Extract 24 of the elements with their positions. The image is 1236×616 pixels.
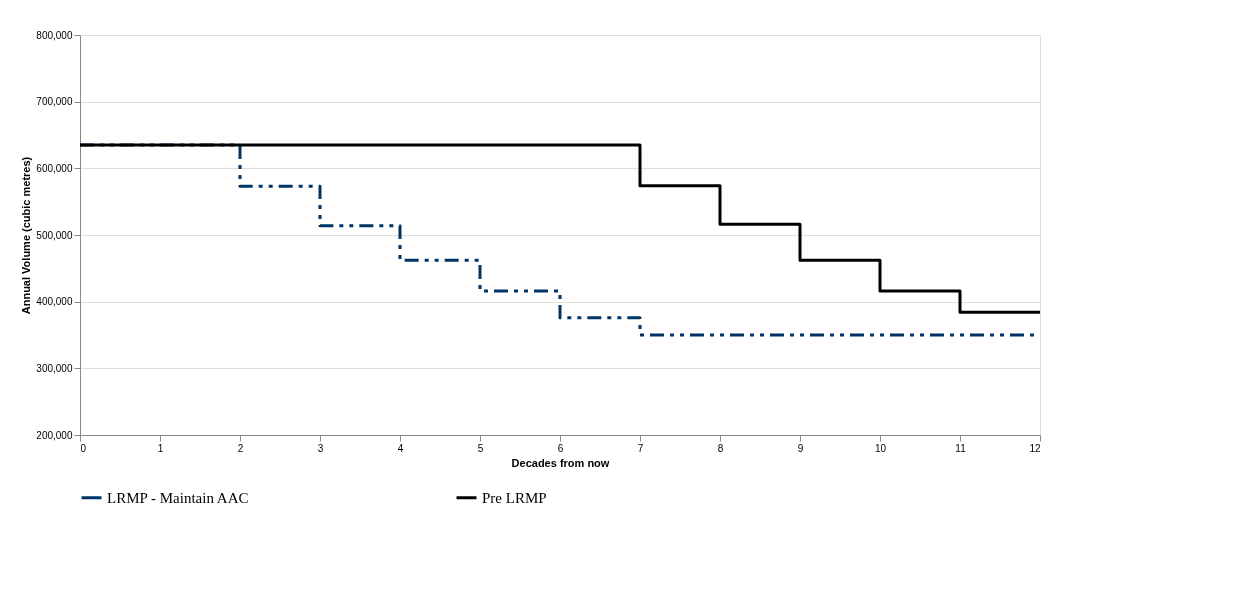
y-tick-label: 700,000 — [36, 96, 73, 108]
x-tick-label: 11 — [955, 442, 967, 454]
x-tick-label: 0 — [80, 442, 87, 454]
legend-label: LRMP - Maintain AAC — [107, 489, 249, 506]
y-tick-label: 500,000 — [36, 229, 73, 241]
y-tick-label: 800,000 — [36, 29, 73, 41]
x-tick-label: 12 — [1029, 442, 1041, 454]
x-tick-label: 6 — [557, 442, 564, 454]
x-tick-label: 10 — [874, 442, 887, 454]
x-tick-label: 4 — [397, 442, 404, 454]
y-tick-label: 600,000 — [36, 162, 73, 174]
x-tick-label: 2 — [237, 442, 244, 454]
x-tick-label: 9 — [797, 442, 804, 454]
x-axis-title: Decades from now — [511, 456, 610, 469]
x-tick-label: 8 — [717, 442, 724, 454]
y-tick-label: 200,000 — [36, 429, 73, 441]
x-tick-label: 3 — [317, 442, 324, 454]
legend-label: Pre LRMP — [482, 489, 547, 506]
x-tick-label: 5 — [477, 442, 484, 454]
y-tick-label: 300,000 — [36, 362, 73, 374]
y-tick-label: 400,000 — [36, 296, 73, 308]
y-axis-title: Annual Volume (cubic metres) — [20, 156, 33, 315]
x-tick-label: 7 — [637, 442, 644, 454]
x-tick-label: 1 — [157, 442, 164, 454]
